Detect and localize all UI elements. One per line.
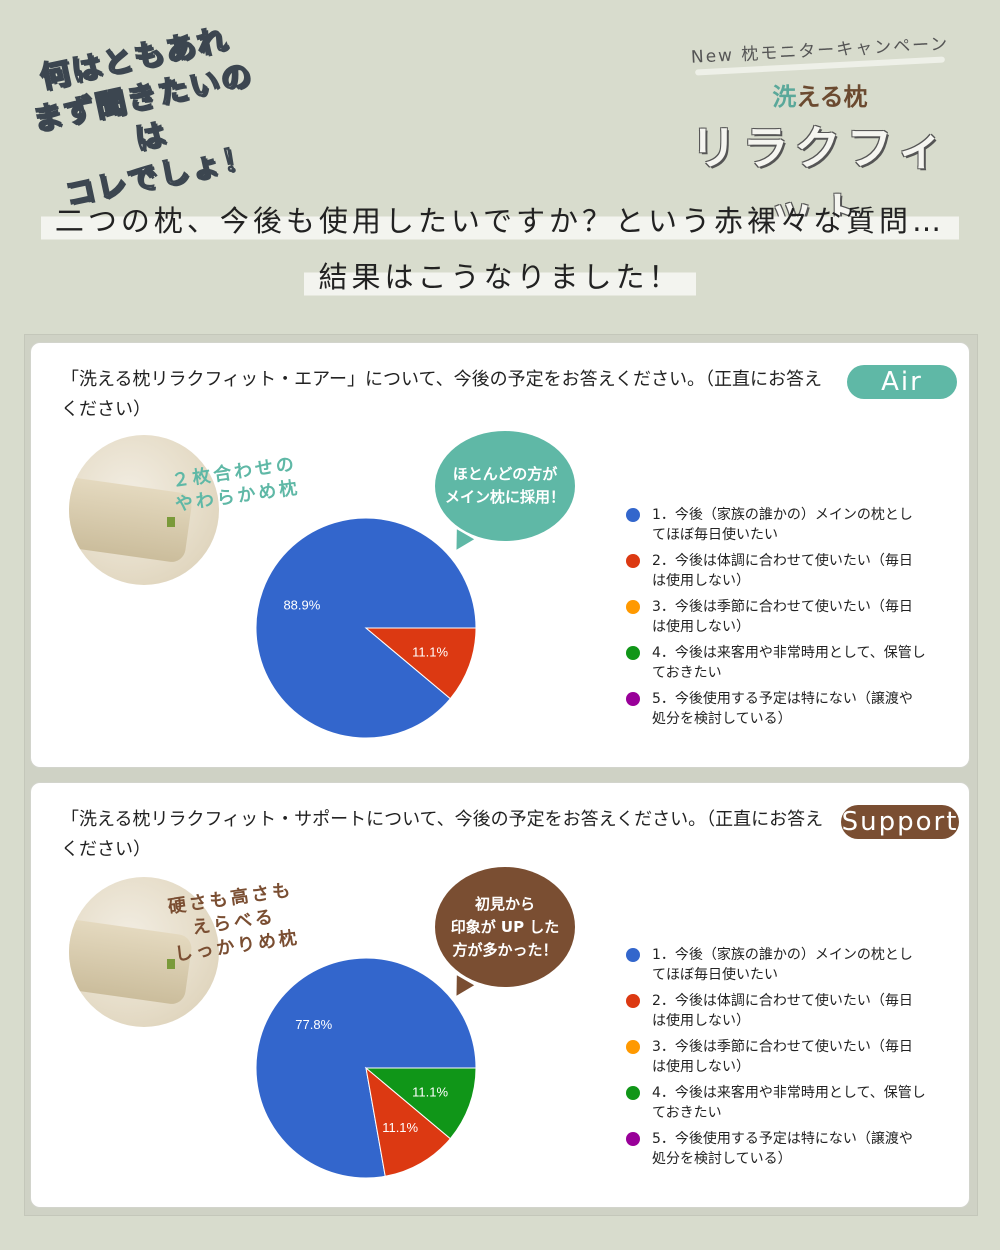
- pie-legend-air: 1．今後（家族の誰かの）メインの枕としてほぼ毎日使いたい 2．今後は体調に合わせて…: [626, 505, 926, 735]
- corner-tagline: 何はともあれ まず聞きたいのは コレでしょ！: [8, 14, 286, 222]
- headline-1: 二つの枕、今後も使用したいですか？という赤裸々な質問…: [0, 196, 1000, 242]
- pie-slice-4: [364, 1067, 477, 1140]
- pie-legend-support: 1．今後（家族の誰かの）メインの枕としてほぼ毎日使いたい 2．今後は体調に合わせて…: [626, 945, 926, 1175]
- pie-label-2: 11.1%: [382, 1120, 418, 1135]
- legend-swatch-5: [626, 692, 640, 706]
- legend-swatch-3: [626, 600, 640, 614]
- speech-bubble: 初見から 印象が UP した 方が多かった！: [435, 867, 575, 1001]
- pie-slice-2: [365, 1066, 452, 1177]
- pie-label-2: 11.1%: [412, 644, 448, 659]
- legend-item-3: 3．今後は季節に合わせて使いたい（毎日は使用しない）: [626, 1037, 926, 1077]
- air-badge: Air: [847, 365, 957, 399]
- legend-swatch-3: [626, 1040, 640, 1054]
- legend-label-5: 5．今後使用する予定は特にない（譲渡や処分を検討している）: [652, 1131, 913, 1167]
- headline-2: 結果はこうなりました！: [0, 252, 1000, 298]
- pie-label-1: 77.8%: [295, 1017, 332, 1032]
- pie-chart-air: 88.9% 11.1%: [255, 517, 477, 739]
- bubble-line-1: 初見から: [474, 894, 535, 913]
- brand-subtitle-accent: 洗: [772, 83, 797, 111]
- legend-swatch-2: [626, 554, 640, 568]
- legend-label-2: 2．今後は体調に合わせて使いたい（毎日は使用しない）: [652, 993, 913, 1029]
- legend-swatch-4: [626, 646, 640, 660]
- survey-card-air: 「洗える枕リラクフィット・エアー」について、今後の予定をお答えください。（正直に…: [30, 342, 970, 768]
- legend-swatch-2: [626, 994, 640, 1008]
- legend-swatch-1: [626, 948, 640, 962]
- pie-chart-support: 77.8% 11.1% 11.1%: [255, 957, 477, 1179]
- survey-card-support: 「洗える枕リラクフィット・サポートについて、今後の予定をお答えください。（正直に…: [30, 782, 970, 1208]
- legend-item-2: 2．今後は体調に合わせて使いたい（毎日は使用しない）: [626, 991, 926, 1031]
- pillow-tag: [167, 517, 175, 527]
- legend-item-1: 1．今後（家族の誰かの）メインの枕としてほぼ毎日使いたい: [626, 945, 926, 985]
- legend-swatch-4: [626, 1086, 640, 1100]
- question-text: 「洗える枕リラクフィット・サポートについて、今後の予定をお答えください。（正直に…: [61, 809, 824, 860]
- legend-label-1: 1．今後（家族の誰かの）メインの枕としてほぼ毎日使いたい: [652, 507, 913, 543]
- pie-label-1: 88.9%: [283, 598, 320, 613]
- legend-item-4: 4．今後は来客用や非常時用として、保管しておきたい: [626, 643, 926, 683]
- legend-item-5: 5．今後使用する予定は特にない（譲渡や処分を検討している）: [626, 689, 926, 729]
- brand-subtitle: 洗える枕: [670, 77, 970, 112]
- pillow-photo: [69, 435, 219, 585]
- legend-label-3: 3．今後は季節に合わせて使いたい（毎日は使用しない）: [652, 599, 913, 635]
- legend-label-4: 4．今後は来客用や非常時用として、保管しておきたい: [652, 645, 926, 681]
- legend-label-4: 4．今後は来客用や非常時用として、保管しておきたい: [652, 1085, 926, 1121]
- support-badge: Support: [841, 805, 959, 839]
- legend-item-2: 2．今後は体調に合わせて使いたい（毎日は使用しない）: [626, 551, 926, 591]
- legend-item-5: 5．今後使用する予定は特にない（譲渡や処分を検討している）: [626, 1129, 926, 1169]
- legend-item-1: 1．今後（家族の誰かの）メインの枕としてほぼ毎日使いたい: [626, 505, 926, 545]
- legend-swatch-1: [626, 508, 640, 522]
- headline-1-text: 二つの枕、今後も使用したいですか？という赤裸々な質問…: [40, 196, 960, 242]
- question-text: 「洗える枕リラクフィット・エアー」について、今後の予定をお答えください。（正直に…: [61, 369, 823, 420]
- bubble-line-2: メイン枕に採用！: [444, 488, 565, 506]
- legend-label-3: 3．今後は季節に合わせて使いたい（毎日は使用しない）: [652, 1039, 913, 1075]
- pie-label-4: 11.1%: [412, 1084, 448, 1099]
- bubble-line-1: ほとんどの方が: [452, 465, 558, 483]
- pillow-photo: [69, 877, 219, 1027]
- legend-label-2: 2．今後は体調に合わせて使いたい（毎日は使用しない）: [652, 553, 913, 589]
- pillow-tag: [167, 959, 175, 969]
- legend-item-3: 3．今後は季節に合わせて使いたい（毎日は使用しない）: [626, 597, 926, 637]
- brand-subtitle-rest: える枕: [796, 83, 868, 111]
- legend-item-4: 4．今後は来客用や非常時用として、保管しておきたい: [626, 1083, 926, 1123]
- pie-slice-2: [364, 627, 477, 700]
- legend-swatch-5: [626, 1132, 640, 1146]
- bubble-line-3: 方が多かった！: [452, 940, 558, 959]
- bubble-line-2: 印象が UP した: [450, 917, 560, 936]
- legend-label-5: 5．今後使用する予定は特にない（譲渡や処分を検討している）: [652, 691, 913, 727]
- legend-label-1: 1．今後（家族の誰かの）メインの枕としてほぼ毎日使いたい: [652, 947, 913, 983]
- headline-2-text: 結果はこうなりました！: [304, 252, 696, 298]
- speech-bubble: ほとんどの方が メイン枕に採用！: [435, 431, 575, 555]
